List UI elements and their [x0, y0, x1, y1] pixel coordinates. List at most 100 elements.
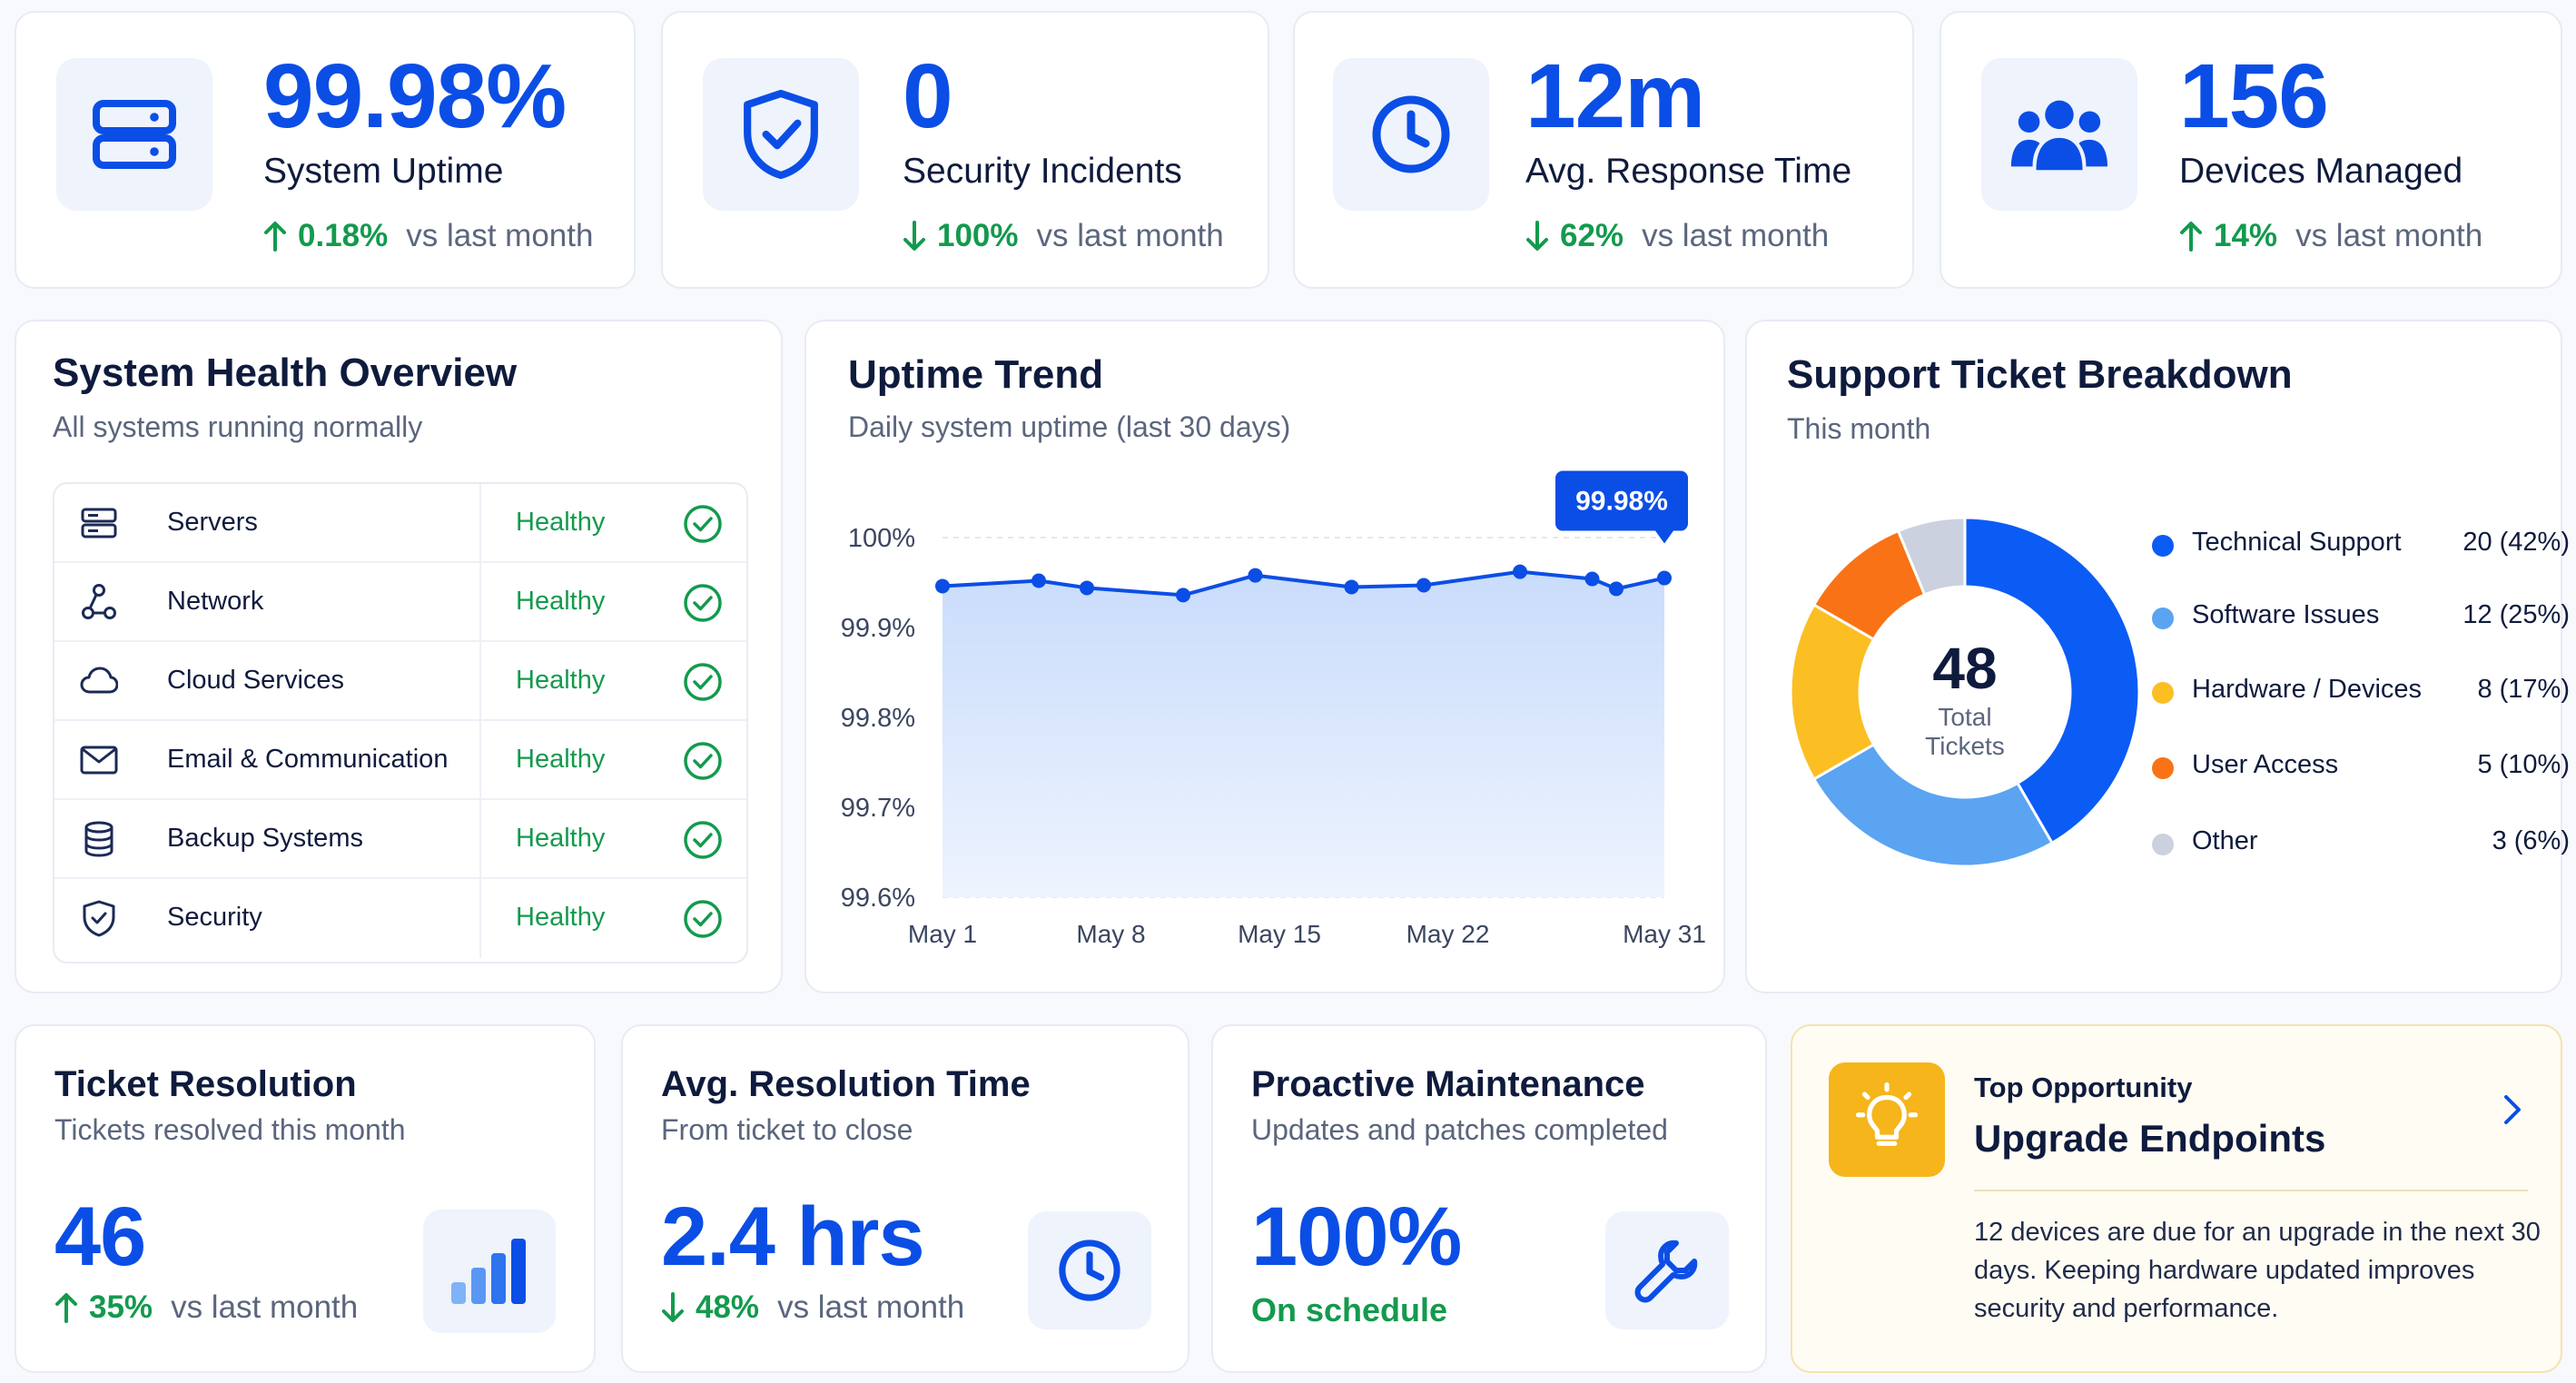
y-tick-label: 100%: [848, 524, 915, 553]
status-text: Healthy: [516, 903, 606, 932]
arrow-down-icon: [903, 221, 925, 251]
kpi-delta: 14% vs last month: [2179, 218, 2482, 254]
data-point[interactable]: [1584, 571, 1600, 587]
health-row-network[interactable]: Network Healthy: [54, 563, 746, 642]
kpi-label: Avg. Response Time: [1525, 152, 1852, 191]
bar-chart-icon: [423, 1210, 556, 1333]
uptime-trend-card: Uptime Trend Daily system uptime (last 3…: [804, 320, 1725, 993]
data-point[interactable]: [1657, 570, 1672, 586]
y-tick-label: 99.9%: [841, 614, 915, 643]
card-subtitle: All systems running normally: [53, 410, 423, 443]
callout-pointer: [1655, 530, 1673, 544]
legend-item[interactable]: Technical Support 20 (42%): [2152, 526, 2570, 562]
delta-value: 35%: [89, 1289, 153, 1325]
opportunity-body-line: security and performance.: [1974, 1294, 2279, 1323]
legend-swatch: [2152, 608, 2174, 629]
data-point[interactable]: [1031, 573, 1046, 588]
opportunity-body-line: days. Keeping hardware updated improves: [1974, 1256, 2475, 1285]
status-text: Healthy: [516, 824, 606, 853]
legend-value: 12 (25%): [2462, 600, 2570, 629]
health-row-name: Backup Systems: [167, 824, 363, 853]
kpi-card-security[interactable]: 0 Security Incidents 100% vs last month: [661, 11, 1269, 289]
check-circle-icon: [684, 505, 722, 543]
kpi-delta: 0.18% vs last month: [263, 218, 593, 254]
legend-value: 5 (10%): [2477, 750, 2570, 779]
card-subtitle: This month: [1787, 412, 1931, 445]
health-row-servers[interactable]: Servers Healthy: [54, 484, 746, 563]
kpi-value: 12m: [1525, 45, 1705, 147]
cloud-icon: [80, 667, 118, 694]
health-row-name: Cloud Services: [167, 666, 345, 695]
divider: [479, 879, 481, 958]
avg-resolution-delta: 48% vs last month: [661, 1289, 964, 1326]
data-point[interactable]: [1080, 580, 1094, 596]
health-row-name: Security: [167, 903, 262, 932]
health-row-email[interactable]: Email & Communication Healthy: [54, 721, 746, 800]
kpi-card-uptime[interactable]: 99.98% System Uptime 0.18% vs last month: [15, 11, 636, 289]
card-title: Support Ticket Breakdown: [1787, 352, 2293, 397]
data-point[interactable]: [1513, 564, 1527, 579]
check-circle-icon: [684, 742, 722, 780]
kpi-delta-compare: vs last month: [2295, 218, 2483, 253]
donut-slice[interactable]: [1811, 742, 2055, 868]
kpi-card-response-time[interactable]: 12m Avg. Response Time 62% vs last month: [1293, 11, 1914, 289]
data-point[interactable]: [1609, 581, 1624, 597]
data-point[interactable]: [1248, 568, 1263, 583]
clock-icon: [1028, 1211, 1151, 1329]
kpi-value: 99.98%: [263, 45, 567, 147]
legend-value: 20 (42%): [2462, 528, 2570, 557]
card-title: System Health Overview: [53, 351, 518, 395]
maintenance-card[interactable]: Proactive Maintenance Updates and patche…: [1211, 1024, 1767, 1373]
kpi-value: 156: [2179, 45, 2329, 147]
kpi-label: Devices Managed: [2179, 152, 2463, 191]
legend-label: Technical Support: [2192, 528, 2402, 557]
kpi-card-devices[interactable]: 156 Devices Managed 14% vs last month: [1939, 11, 2562, 289]
top-opportunity-card[interactable]: Top Opportunity Upgrade Endpoints 12 dev…: [1791, 1024, 2562, 1373]
status-text: Healthy: [516, 666, 606, 695]
arrow-down-icon: [1526, 221, 1548, 251]
maintenance-status: On schedule: [1251, 1291, 1448, 1329]
avg-resolution-card[interactable]: Avg. Resolution Time From ticket to clos…: [621, 1024, 1189, 1373]
check-circle-icon: [684, 821, 722, 859]
server-icon: [56, 58, 212, 211]
status-text: Healthy: [516, 745, 606, 774]
data-point[interactable]: [1176, 588, 1190, 603]
y-tick-label: 99.7%: [841, 794, 915, 823]
health-row-backup[interactable]: Backup Systems Healthy: [54, 800, 746, 879]
users-icon: [1981, 58, 2137, 211]
x-tick-label: May 15: [1238, 920, 1321, 948]
check-circle-icon: [684, 900, 722, 938]
ticket-donut-chart: [1789, 516, 2141, 868]
chevron-right-icon[interactable]: [2499, 1092, 2526, 1128]
divider: [479, 484, 481, 561]
legend-label: Other: [2192, 826, 2258, 855]
x-tick-label: May 22: [1406, 920, 1490, 948]
divider: [479, 800, 481, 877]
legend-item[interactable]: Hardware / Devices 8 (17%): [2152, 673, 2570, 709]
ticket-legend: Technical Support 20 (42%) Software Issu…: [2152, 526, 2570, 907]
check-circle-icon: [684, 663, 722, 701]
x-tick-label: May 31: [1623, 920, 1706, 948]
donut-slice[interactable]: [1896, 516, 1967, 597]
data-point[interactable]: [1344, 579, 1359, 595]
opportunity-title: Upgrade Endpoints: [1974, 1117, 2326, 1160]
ticket-resolution-card[interactable]: Ticket Resolution Tickets resolved this …: [15, 1024, 596, 1373]
legend-item[interactable]: User Access 5 (10%): [2152, 748, 2570, 785]
delta-compare: vs last month: [777, 1289, 965, 1325]
system-health-card: System Health Overview All systems runni…: [15, 320, 783, 993]
data-point[interactable]: [935, 578, 950, 594]
donut-slice[interactable]: [1963, 516, 2141, 845]
resolution-delta: 35% vs last month: [54, 1289, 358, 1326]
legend-item[interactable]: Software Issues 12 (25%): [2152, 598, 2570, 635]
legend-item[interactable]: Other 3 (6%): [2152, 825, 2570, 861]
card-subtitle: Updates and patches completed: [1251, 1113, 1668, 1146]
health-row-name: Email & Communication: [167, 745, 449, 774]
health-row-security[interactable]: Security Healthy: [54, 879, 746, 958]
card-subtitle: Tickets resolved this month: [54, 1113, 406, 1146]
callout-label: 99.98%: [1575, 487, 1668, 517]
health-table: Servers Healthy Network Healthy Cloud Se…: [53, 482, 748, 963]
data-point[interactable]: [1416, 578, 1431, 593]
arrow-up-icon: [2180, 222, 2202, 252]
card-subtitle: Daily system uptime (last 30 days): [848, 410, 1291, 443]
health-row-cloud-services[interactable]: Cloud Services Healthy: [54, 642, 746, 721]
